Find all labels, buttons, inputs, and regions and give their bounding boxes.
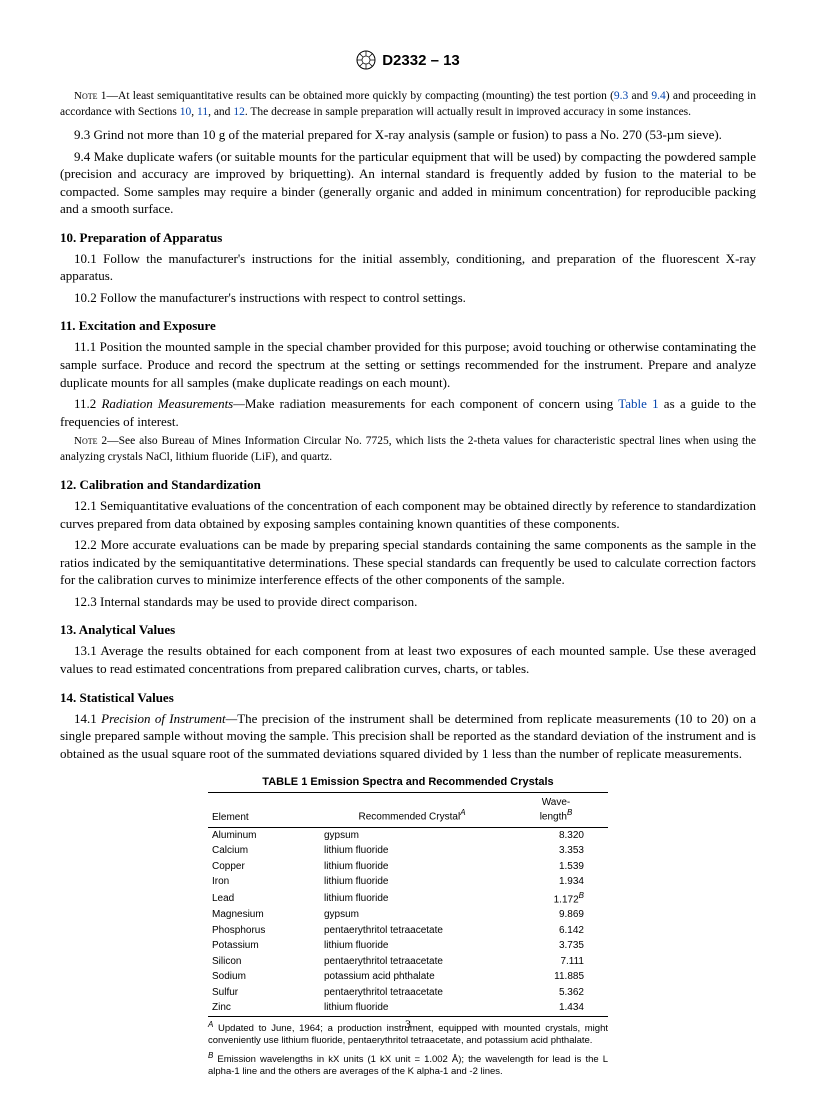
table-title: TABLE 1 Emission Spectra and Recommended…	[208, 776, 608, 788]
table-row: Ironlithium fluoride1.934	[208, 874, 608, 890]
col-wavelength-a: Wave-	[542, 797, 571, 808]
cell-crystal: pentaerythritol tetraacetate	[320, 954, 504, 970]
table-row: Zinclithium fluoride1.434	[208, 1000, 608, 1016]
table-header-row: Element Recommended CrystalA Wave-length…	[208, 793, 608, 827]
cell-wavelength: 9.869	[504, 907, 608, 923]
table-row: Sodiumpotassium acid phthalate11.885	[208, 969, 608, 985]
page-header: D2332 – 13	[60, 50, 756, 75]
cell-crystal: pentaerythritol tetraacetate	[320, 985, 504, 1001]
col-crystal: Recommended Crystal	[358, 812, 460, 823]
cell-element: Potassium	[208, 938, 320, 954]
section-14-heading: 14. Statistical Values	[60, 690, 756, 706]
cell-wavelength: 3.353	[504, 843, 608, 859]
cell-wavelength: 11.885	[504, 969, 608, 985]
col-element: Element	[212, 812, 249, 823]
paragraph-11-1: 11.1 Position the mounted sample in the …	[60, 338, 756, 391]
section-11-heading: 11. Excitation and Exposure	[60, 318, 756, 334]
cell-crystal: lithium fluoride	[320, 1000, 504, 1016]
cell-element: Magnesium	[208, 907, 320, 923]
paragraph-10-2: 10.2 Follow the manufacturer's instructi…	[60, 289, 756, 307]
table-row: Sulfurpentaerythritol tetraacetate5.362	[208, 985, 608, 1001]
cell-crystal: potassium acid phthalate	[320, 969, 504, 985]
link-9-4[interactable]: 9.4	[651, 90, 665, 102]
cell-wavelength: 1.434	[504, 1000, 608, 1016]
table-1: TABLE 1 Emission Spectra and Recommended…	[208, 776, 608, 1078]
note-label: Note	[74, 435, 98, 447]
paragraph-10-1: 10.1 Follow the manufacturer's instructi…	[60, 250, 756, 285]
cell-wavelength: 1.172B	[504, 890, 608, 908]
table-row: Aluminumgypsum8.320	[208, 827, 608, 843]
cell-element: Sulfur	[208, 985, 320, 1001]
cell-element: Calcium	[208, 843, 320, 859]
cell-crystal: pentaerythritol tetraacetate	[320, 923, 504, 939]
cell-wavelength: 1.934	[504, 874, 608, 890]
table-row: Potassiumlithium fluoride3.735	[208, 938, 608, 954]
cell-crystal: lithium fluoride	[320, 890, 504, 908]
cell-crystal: gypsum	[320, 907, 504, 923]
paragraph-9-4: 9.4 Make duplicate wafers (or suitable m…	[60, 148, 756, 218]
paragraph-9-3: 9.3 Grind not more than 10 g of the mate…	[60, 126, 756, 144]
table-footnote-b: B Emission wavelengths in kX units (1 kX…	[208, 1051, 608, 1079]
cell-wavelength: 8.320	[504, 827, 608, 843]
section-12-heading: 12. Calibration and Standardization	[60, 477, 756, 493]
table-row: Copperlithium fluoride1.539	[208, 859, 608, 875]
link-table-1[interactable]: Table 1	[618, 396, 658, 411]
cell-crystal: gypsum	[320, 827, 504, 843]
cell-wavelength: 6.142	[504, 923, 608, 939]
cell-wavelength: 7.111	[504, 954, 608, 970]
paragraph-12-3: 12.3 Internal standards may be used to p…	[60, 593, 756, 611]
col-wavelength-b: length	[540, 812, 567, 823]
table-row: Magnesiumgypsum9.869	[208, 907, 608, 923]
table-row: Siliconpentaerythritol tetraacetate7.111	[208, 954, 608, 970]
link-section-10[interactable]: 10	[180, 106, 192, 118]
cell-crystal: lithium fluoride	[320, 874, 504, 890]
paragraph-14-1: 14.1 Precision of Instrument—The precisi…	[60, 710, 756, 763]
cell-element: Lead	[208, 890, 320, 908]
cell-crystal: lithium fluoride	[320, 843, 504, 859]
cell-crystal: lithium fluoride	[320, 859, 504, 875]
cell-wavelength: 5.362	[504, 985, 608, 1001]
astm-logo-icon	[356, 50, 376, 70]
cell-wavelength: 1.539	[504, 859, 608, 875]
note-1: Note 1—At least semiquantitative results…	[60, 89, 756, 120]
link-section-12[interactable]: 12	[233, 106, 245, 118]
link-9-3[interactable]: 9.3	[614, 90, 628, 102]
link-section-11[interactable]: 11	[197, 106, 208, 118]
designation-text: D2332 – 13	[382, 52, 460, 69]
table-row: Leadlithium fluoride1.172B	[208, 890, 608, 908]
table-row: Phosphoruspentaerythritol tetraacetate6.…	[208, 923, 608, 939]
cell-crystal: lithium fluoride	[320, 938, 504, 954]
cell-element: Sodium	[208, 969, 320, 985]
cell-element: Iron	[208, 874, 320, 890]
paragraph-12-1: 12.1 Semiquantitative evaluations of the…	[60, 497, 756, 532]
cell-wavelength: 3.735	[504, 938, 608, 954]
note-2: Note 2—See also Bureau of Mines Informat…	[60, 434, 756, 465]
cell-element: Phosphorus	[208, 923, 320, 939]
cell-element: Silicon	[208, 954, 320, 970]
paragraph-13-1: 13.1 Average the results obtained for ea…	[60, 642, 756, 677]
cell-element: Aluminum	[208, 827, 320, 843]
cell-element: Zinc	[208, 1000, 320, 1016]
paragraph-12-2: 12.2 More accurate evaluations can be ma…	[60, 536, 756, 589]
note-label: Note	[74, 90, 98, 102]
table-row: Calciumlithium fluoride3.353	[208, 843, 608, 859]
section-13-heading: 13. Analytical Values	[60, 622, 756, 638]
section-10-heading: 10. Preparation of Apparatus	[60, 230, 756, 246]
cell-element: Copper	[208, 859, 320, 875]
paragraph-11-2: 11.2 Radiation Measurements—Make radiati…	[60, 395, 756, 430]
page-number: 3	[0, 1017, 816, 1032]
